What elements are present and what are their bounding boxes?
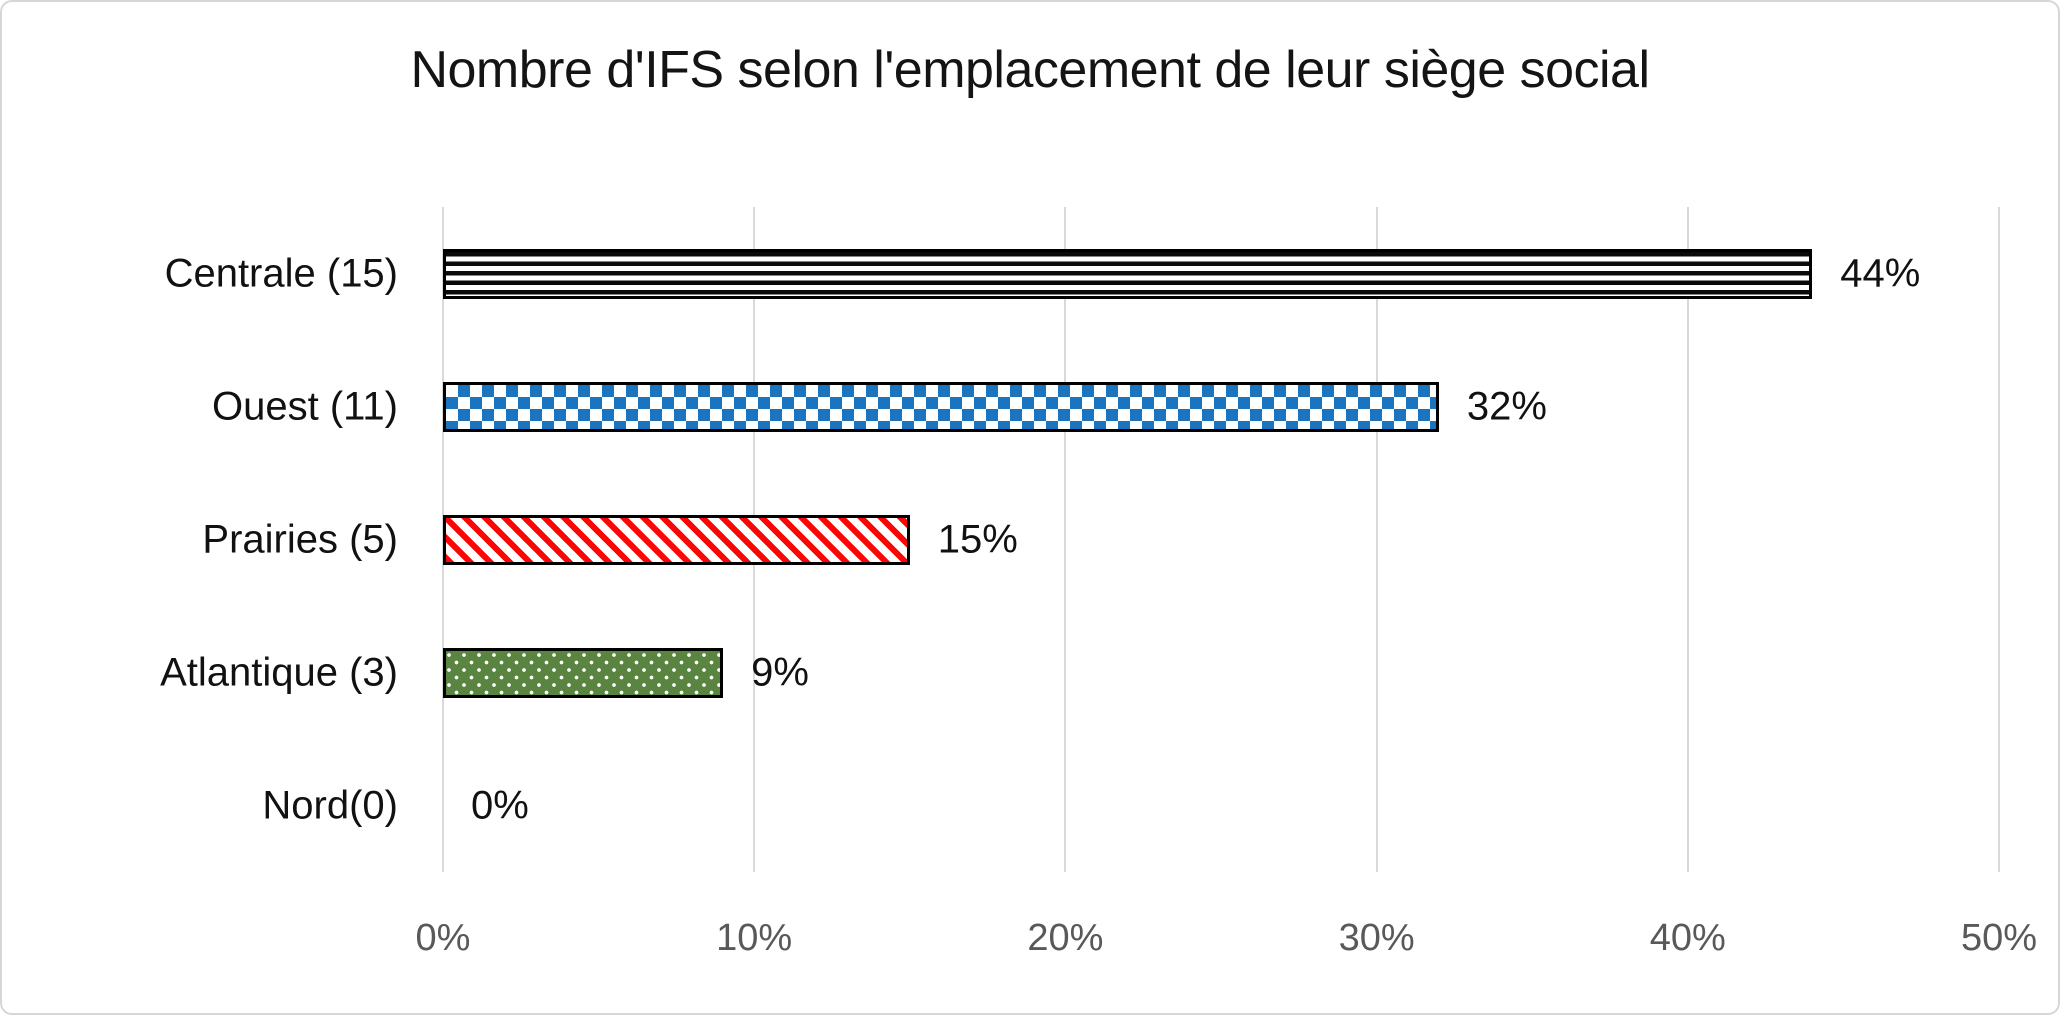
bar-2	[443, 381, 1439, 432]
category-label: Atlantique (3)	[160, 650, 398, 694]
x-tick-label: 10%	[716, 917, 793, 959]
category-label: Ouest (11)	[212, 384, 398, 428]
bar-3	[443, 514, 910, 565]
data-label: 0%	[471, 783, 529, 827]
x-tick-label: 30%	[1338, 917, 1415, 959]
category-label: Prairies (5)	[202, 517, 398, 561]
category-label: Centrale (15)	[164, 251, 398, 295]
gridline	[1998, 207, 2000, 872]
chart-title: Nombre d'IFS selon l'emplacement de leur…	[410, 41, 1650, 99]
gridline	[1375, 207, 1378, 872]
category-label: Nord(0)	[262, 783, 398, 827]
bar-1	[443, 248, 1813, 299]
data-label: 15%	[937, 517, 1018, 561]
gridline	[1686, 207, 1689, 872]
data-label: 32%	[1466, 384, 1547, 428]
x-tick-label: 40%	[1649, 917, 1726, 959]
x-tick-label: 20%	[1027, 917, 1104, 959]
x-tick-label: 0%	[415, 917, 471, 959]
data-label: 44%	[1840, 251, 1921, 295]
bar-4	[443, 647, 724, 698]
data-label: 9%	[751, 650, 809, 694]
gridline	[1064, 207, 1067, 872]
x-tick-label: 50%	[1960, 917, 2038, 959]
